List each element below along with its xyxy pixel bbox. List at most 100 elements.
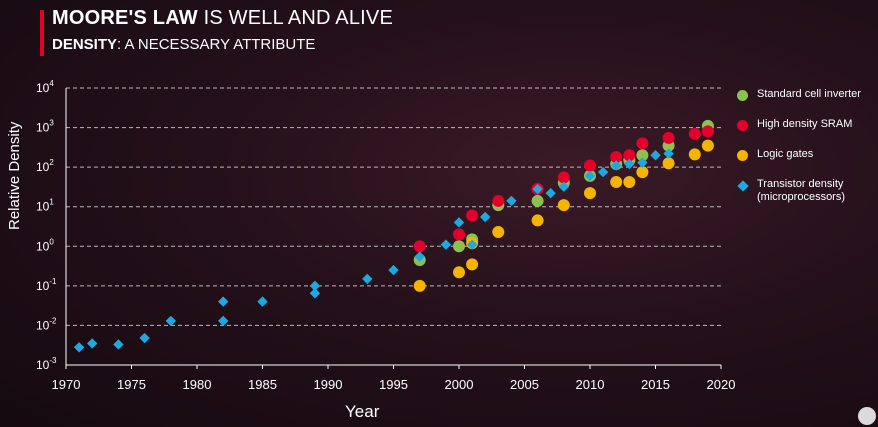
data-point xyxy=(466,209,479,222)
legend-marker xyxy=(737,180,749,192)
x-tick-label: 1995 xyxy=(379,377,408,392)
y-tick-labels: 10-3 10-2 10-1 100 101 102 103 104 xyxy=(36,79,57,372)
y-tick-label: 102 xyxy=(36,158,54,174)
legend-item: Standard cell inverter xyxy=(735,88,878,118)
data-point xyxy=(650,150,661,161)
x-tick-label: 1970 xyxy=(52,377,81,392)
data-point xyxy=(492,194,505,207)
x-tick-label: 2020 xyxy=(707,377,736,392)
data-point xyxy=(636,166,649,179)
data-point xyxy=(506,195,517,207)
data-points xyxy=(73,119,714,353)
title-rest: IS WELL AND ALIVE xyxy=(197,7,394,29)
data-point xyxy=(584,187,596,200)
data-point xyxy=(362,273,373,285)
data-point xyxy=(532,183,543,195)
data-point xyxy=(492,225,505,238)
data-point xyxy=(257,296,268,307)
data-point xyxy=(557,199,570,212)
data-point xyxy=(701,125,714,138)
data-point xyxy=(139,332,150,344)
x-tick-label: 2015 xyxy=(641,377,670,392)
data-point xyxy=(610,151,623,164)
data-point xyxy=(637,157,648,168)
data-point xyxy=(453,240,465,253)
data-point xyxy=(688,127,701,140)
data-point xyxy=(688,148,701,161)
legend-item: High density SRAM xyxy=(735,118,878,148)
data-point xyxy=(218,315,229,327)
data-point xyxy=(662,157,675,170)
data-point xyxy=(636,149,649,162)
grid-lines xyxy=(65,87,721,366)
data-point xyxy=(545,187,556,199)
legend-marker xyxy=(737,90,748,101)
title-bold: MOORE'S LAW xyxy=(52,7,198,29)
data-point xyxy=(388,264,399,276)
legend-label: Logic gates xyxy=(757,148,814,160)
data-point xyxy=(218,296,229,307)
data-point xyxy=(557,171,570,184)
y-tick-label: 104 xyxy=(36,79,54,95)
x-tick-labels: 1970 1975 1980 1985 1990 1995 2000 2005 2010 2015… xyxy=(52,365,736,392)
data-point xyxy=(531,194,544,207)
y-tick-label: 101 xyxy=(36,198,54,214)
data-point xyxy=(662,131,675,144)
y-axis-label: Relative Density xyxy=(6,121,23,230)
data-point xyxy=(584,170,596,182)
data-point xyxy=(414,251,425,262)
subtitle-bold: DENSITY xyxy=(52,36,118,53)
y-tick-label: 10-3 xyxy=(36,356,57,372)
x-axis-label: Year xyxy=(345,402,380,421)
data-point xyxy=(165,315,176,327)
y-tick-label: 10-2 xyxy=(36,316,57,332)
x-tick-label: 1990 xyxy=(314,377,343,392)
data-point xyxy=(113,339,124,350)
legend-item: Transistor density (microprocessors) xyxy=(735,178,878,208)
data-point xyxy=(309,288,321,299)
data-point xyxy=(73,342,85,353)
y-tick-label: 10-1 xyxy=(36,277,57,293)
slide-subtitle: DENSITY: A NECESSARY ATTRIBUTE xyxy=(52,36,315,53)
data-point xyxy=(309,280,321,292)
data-point xyxy=(453,228,465,241)
legend-marker xyxy=(737,150,748,161)
chart-legend: Standard cell inverter High density SRAM L… xyxy=(735,88,878,208)
data-point xyxy=(453,266,465,279)
data-point xyxy=(636,137,649,150)
data-point xyxy=(610,176,623,189)
subtitle-rest: : A NECESSARY ATTRIBUTE xyxy=(117,36,316,53)
data-point xyxy=(413,279,426,292)
x-tick-label: 1975 xyxy=(117,377,146,392)
data-point xyxy=(558,181,569,192)
legend-label: Transistor density (microprocessors) xyxy=(757,178,846,203)
x-tick-label: 1980 xyxy=(183,377,212,392)
series-group xyxy=(413,139,714,292)
data-point xyxy=(597,166,609,178)
data-point xyxy=(453,217,465,228)
company-logo xyxy=(858,407,876,425)
data-point xyxy=(87,338,98,349)
legend-label: High density SRAM xyxy=(757,118,853,130)
legend-marker xyxy=(737,120,748,131)
y-tick-label: 100 xyxy=(36,237,54,253)
data-point xyxy=(531,214,544,227)
data-point xyxy=(466,239,478,250)
data-point xyxy=(480,211,491,223)
x-tick-label: 2005 xyxy=(510,377,539,392)
data-point xyxy=(623,149,636,162)
data-point xyxy=(663,148,674,159)
x-tick-label: 2010 xyxy=(576,377,605,392)
data-point xyxy=(624,158,635,170)
y-tick-label: 103 xyxy=(36,119,54,135)
slide-title: MOORE'S LAW IS WELL AND ALIVE xyxy=(52,7,393,30)
series-group xyxy=(73,148,674,353)
x-tick-label: 1985 xyxy=(248,377,277,392)
data-point xyxy=(584,159,596,172)
data-point xyxy=(413,240,426,253)
legend-item: Logic gates xyxy=(735,148,878,178)
title-accent-bar xyxy=(40,10,44,56)
data-point xyxy=(623,176,636,189)
data-point xyxy=(440,239,452,250)
